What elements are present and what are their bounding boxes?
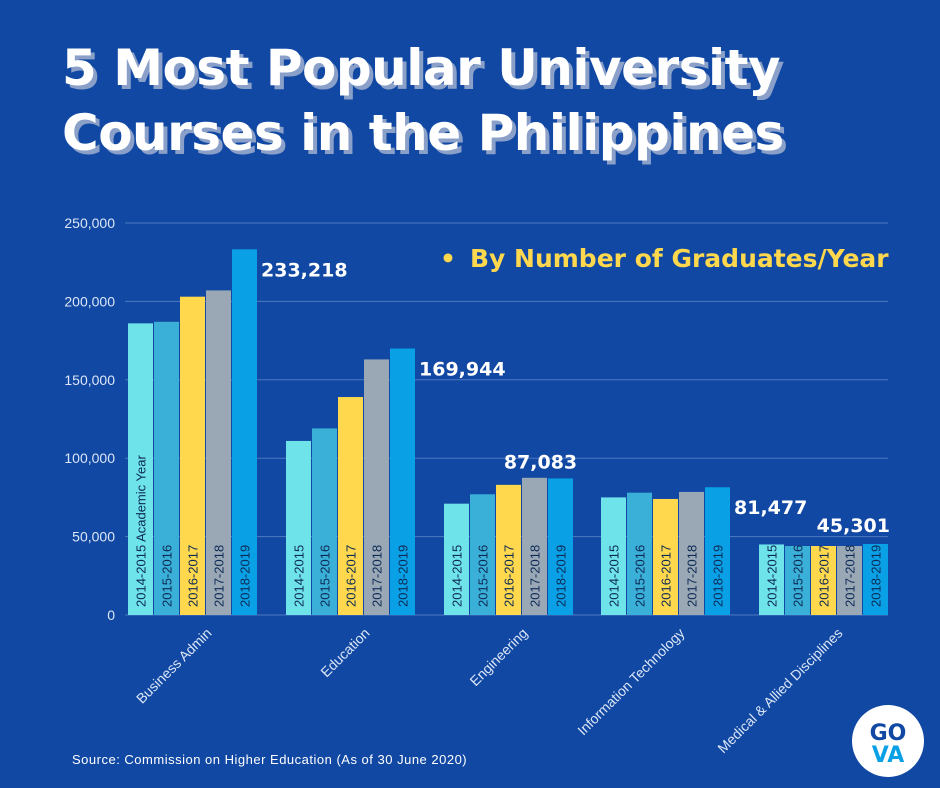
category-label: Medical & Allied Disciplines bbox=[714, 625, 845, 756]
bar bbox=[627, 492, 652, 615]
bar bbox=[785, 546, 810, 615]
bar bbox=[444, 503, 469, 615]
bar-year-label: 2016-2017 bbox=[659, 545, 674, 607]
bar-year-label: 2017-2018 bbox=[212, 545, 227, 607]
chart-subtitle: • By Number of Graduates/Year bbox=[440, 244, 889, 273]
bar-year-label: 2018-2019 bbox=[554, 545, 569, 607]
bar-year-label: 2017-2018 bbox=[685, 545, 700, 607]
page-title: 5 Most Popular University Courses in the… bbox=[62, 36, 922, 166]
bar bbox=[496, 484, 521, 615]
title-line-1: 5 Most Popular University bbox=[62, 39, 781, 97]
bar bbox=[364, 359, 389, 615]
bar bbox=[548, 478, 573, 615]
bar bbox=[286, 440, 311, 615]
logo-text-bottom: VA bbox=[872, 743, 905, 768]
bar-year-label: 2014-2015 bbox=[765, 545, 780, 607]
bar-year-label: 2017-2018 bbox=[370, 545, 385, 607]
bullet-icon: • bbox=[440, 244, 456, 273]
category-label: Information Technology bbox=[574, 625, 687, 738]
bar-year-label: 2018-2019 bbox=[238, 545, 253, 607]
bar-year-label: 2014-2015 bbox=[292, 545, 307, 607]
value-label: 233,218 bbox=[261, 259, 348, 281]
bar-year-label: 2017-2018 bbox=[843, 545, 858, 607]
bar-year-label: 2017-2018 bbox=[528, 545, 543, 607]
y-tick-label: 200,000 bbox=[64, 293, 115, 309]
logo-text-top: GO bbox=[870, 721, 907, 746]
bar-year-label: 2015-2016 bbox=[318, 545, 333, 607]
value-label: 81,477 bbox=[734, 497, 807, 519]
bar-year-label: 2016-2017 bbox=[817, 545, 832, 607]
subtitle-text: By Number of Graduates/Year bbox=[469, 244, 889, 273]
bar-year-label: 2016-2017 bbox=[344, 545, 359, 607]
bar bbox=[759, 544, 784, 615]
bar bbox=[863, 543, 888, 615]
bar-year-label: 2015-2016 bbox=[633, 545, 648, 607]
bar-year-label: 2014-2015 Academic Year bbox=[134, 455, 149, 607]
bar bbox=[470, 494, 495, 615]
y-tick-label: 0 bbox=[107, 607, 115, 623]
bar bbox=[653, 498, 678, 615]
source-note: Source: Commission on Higher Education (… bbox=[72, 752, 468, 767]
bar-year-label: 2015-2016 bbox=[791, 545, 806, 607]
bar-year-label: 2015-2016 bbox=[476, 545, 491, 607]
value-label: 45,301 bbox=[817, 515, 890, 537]
category-label: Business Admin bbox=[133, 625, 215, 707]
bar-year-label: 2015-2016 bbox=[160, 545, 175, 607]
gova-logo: GO VA bbox=[852, 705, 924, 777]
bar bbox=[837, 546, 862, 615]
value-label: 169,944 bbox=[419, 359, 506, 381]
bar bbox=[128, 323, 153, 615]
title-line-2: Courses in the Philippines bbox=[62, 104, 784, 162]
bar-year-label: 2014-2015 bbox=[607, 545, 622, 607]
bar-year-label: 2018-2019 bbox=[396, 545, 411, 607]
bar-year-label: 2018-2019 bbox=[869, 545, 884, 607]
bar bbox=[522, 477, 547, 615]
bar-year-label: 2016-2017 bbox=[502, 545, 517, 607]
bar bbox=[390, 348, 415, 615]
bar bbox=[679, 491, 704, 615]
bar bbox=[206, 290, 231, 615]
value-label: 87,083 bbox=[504, 451, 577, 473]
bar-year-label: 2016-2017 bbox=[186, 545, 201, 607]
bar bbox=[180, 296, 205, 615]
bar bbox=[154, 321, 179, 615]
bar bbox=[601, 497, 626, 615]
y-tick-label: 50,000 bbox=[72, 529, 115, 545]
y-tick-label: 250,000 bbox=[64, 215, 115, 231]
bar bbox=[705, 487, 730, 615]
bar bbox=[338, 397, 363, 615]
bar bbox=[811, 546, 836, 615]
category-label: Education bbox=[317, 625, 372, 680]
bar bbox=[232, 249, 257, 615]
bar bbox=[312, 428, 337, 615]
bar-year-label: 2014-2015 bbox=[450, 545, 465, 607]
bar-year-label: 2018-2019 bbox=[711, 545, 726, 607]
y-tick-label: 100,000 bbox=[64, 450, 115, 466]
category-label: Engineering bbox=[466, 625, 530, 689]
y-tick-label: 150,000 bbox=[64, 372, 115, 388]
